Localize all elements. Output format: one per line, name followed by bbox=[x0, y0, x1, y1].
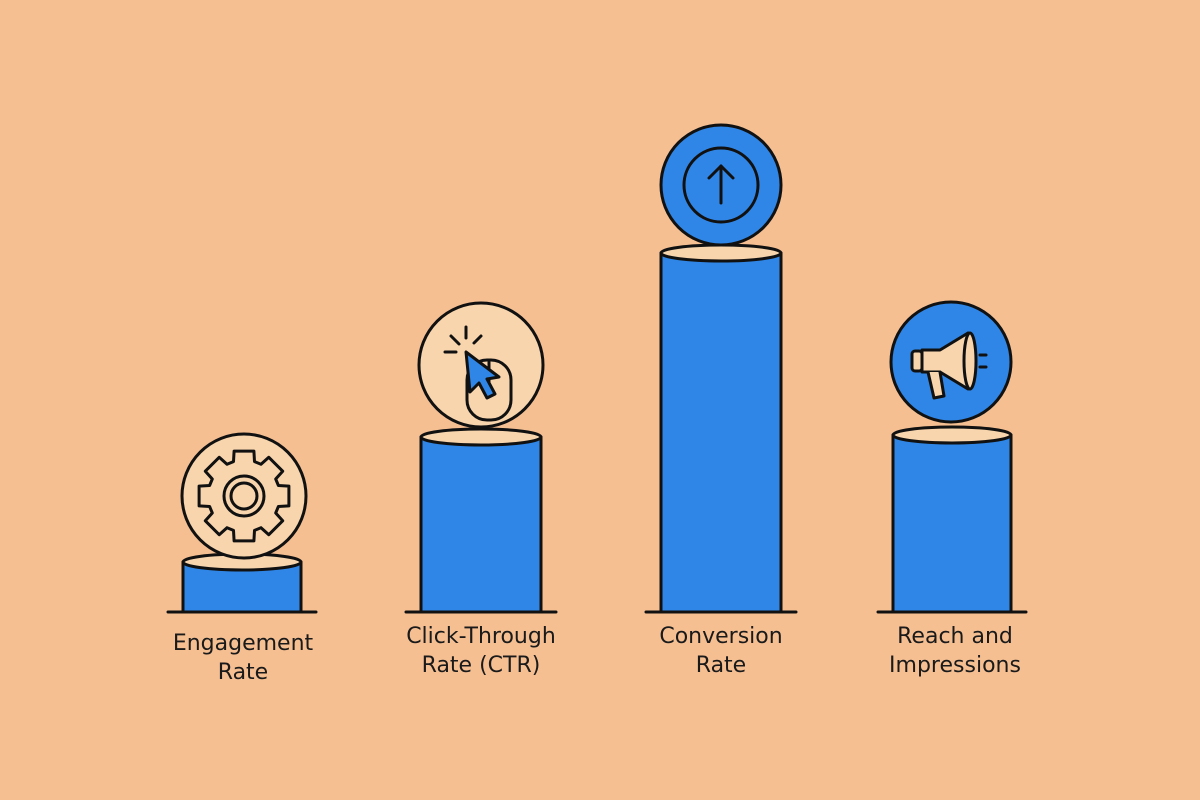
pillar-label: Conversion Rate bbox=[659, 624, 782, 678]
pillar-body bbox=[659, 251, 783, 614]
pillars bbox=[166, 243, 1028, 614]
pillar-top bbox=[891, 425, 1013, 445]
pillar-body bbox=[891, 433, 1013, 614]
pillar-top bbox=[419, 427, 543, 447]
label-line: Reach and bbox=[897, 624, 1013, 649]
label-line: Conversion bbox=[659, 624, 782, 649]
pillar-label: Click-Through Rate (CTR) bbox=[406, 624, 556, 678]
label-line: Rate (CTR) bbox=[422, 653, 541, 678]
gear-icon bbox=[180, 432, 308, 560]
label-line: Engagement bbox=[173, 631, 314, 656]
pillar-body bbox=[419, 435, 543, 614]
label-line: Impressions bbox=[889, 653, 1021, 678]
label-line: Rate bbox=[218, 660, 268, 685]
click-icon bbox=[417, 301, 545, 429]
labels: Engagement Rate Click-Through Rate (CTR) Con… bbox=[173, 624, 1021, 685]
up-arrow-icon bbox=[659, 123, 783, 247]
pillar-label: Engagement Rate bbox=[173, 631, 314, 685]
pillar-top bbox=[659, 243, 783, 263]
pillar-label: Reach and Impressions bbox=[889, 624, 1021, 678]
label-line: Click-Through bbox=[406, 624, 556, 649]
megaphone-icon bbox=[889, 300, 1013, 424]
label-line: Rate bbox=[696, 653, 746, 678]
